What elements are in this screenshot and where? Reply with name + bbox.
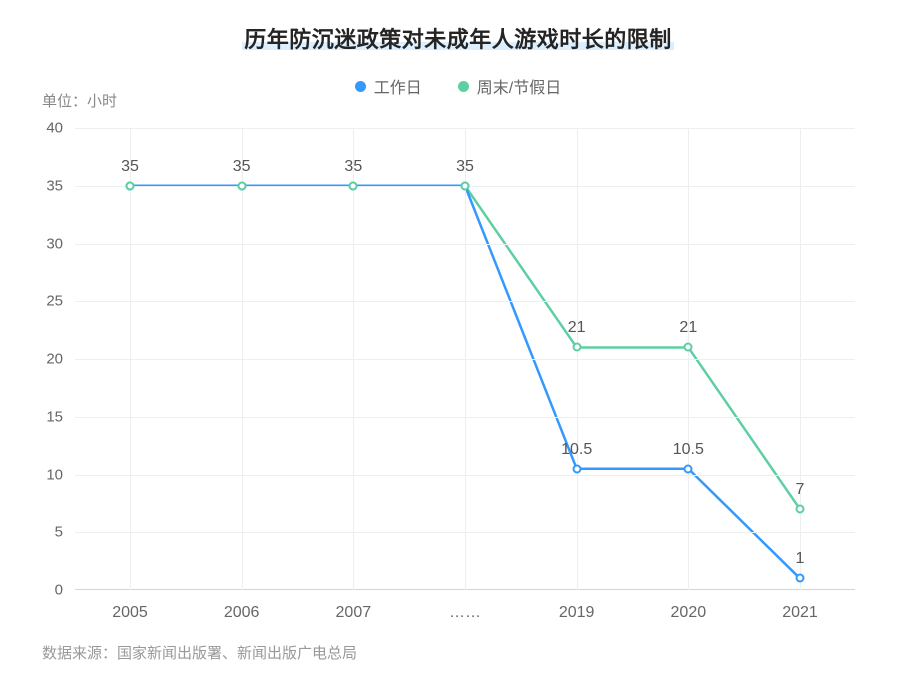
data-point <box>796 574 805 583</box>
grid-vertical <box>353 128 354 590</box>
legend-marker <box>458 81 469 92</box>
x-tick-label: 2021 <box>782 604 818 622</box>
legend-label: 周末/节假日 <box>477 74 561 98</box>
y-tick-label: 20 <box>46 351 63 368</box>
y-tick-label: 15 <box>46 408 63 425</box>
data-point <box>796 505 805 514</box>
value-label: 35 <box>344 158 362 176</box>
grid-vertical <box>688 128 689 590</box>
y-tick-label: 10 <box>46 466 63 483</box>
grid-vertical <box>800 128 801 590</box>
value-label: 35 <box>456 158 474 176</box>
value-label: 1 <box>796 550 805 568</box>
value-label: 21 <box>568 319 586 337</box>
value-label: 10.5 <box>561 441 592 459</box>
y-tick-label: 0 <box>55 582 63 599</box>
x-tick-label: 2006 <box>224 604 260 622</box>
legend-label: 工作日 <box>374 74 422 98</box>
data-point <box>237 181 246 190</box>
legend-item: 工作日 <box>355 74 422 98</box>
data-point <box>684 464 693 473</box>
y-tick-label: 35 <box>46 177 63 194</box>
grid-vertical <box>242 128 243 590</box>
data-point <box>349 181 358 190</box>
chart-title: 历年防沉迷政策对未成年人游戏时长的限制 <box>0 0 916 54</box>
value-label: 35 <box>233 158 251 176</box>
unit-label: 单位：小时 <box>42 90 117 111</box>
data-point <box>572 343 581 352</box>
data-point <box>572 464 581 473</box>
legend-marker <box>355 81 366 92</box>
x-tick-label: …… <box>449 604 481 622</box>
y-tick-label: 25 <box>46 293 63 310</box>
grid-vertical <box>577 128 578 590</box>
grid-vertical <box>465 128 466 590</box>
value-label: 35 <box>121 158 139 176</box>
source-label: 数据来源：国家新闻出版署、新闻出版广电总局 <box>42 642 357 663</box>
y-tick-label: 30 <box>46 235 63 252</box>
value-label: 7 <box>796 481 805 499</box>
data-point <box>461 181 470 190</box>
value-label: 10.5 <box>673 441 704 459</box>
y-tick-label: 5 <box>55 524 63 541</box>
plot-area: 0510152025303540200520062007……2019202020… <box>75 128 855 590</box>
grid-vertical <box>130 128 131 590</box>
x-tick-label: 2019 <box>559 604 595 622</box>
value-label: 21 <box>679 319 697 337</box>
y-tick-label: 40 <box>46 120 63 137</box>
legend-item: 周末/节假日 <box>458 74 561 98</box>
data-point <box>126 181 135 190</box>
legend: 工作日 周末/节假日 <box>0 74 916 98</box>
x-tick-label: 2020 <box>671 604 707 622</box>
x-tick-label: 2007 <box>336 604 372 622</box>
x-tick-label: 2005 <box>112 604 148 622</box>
data-point <box>684 343 693 352</box>
